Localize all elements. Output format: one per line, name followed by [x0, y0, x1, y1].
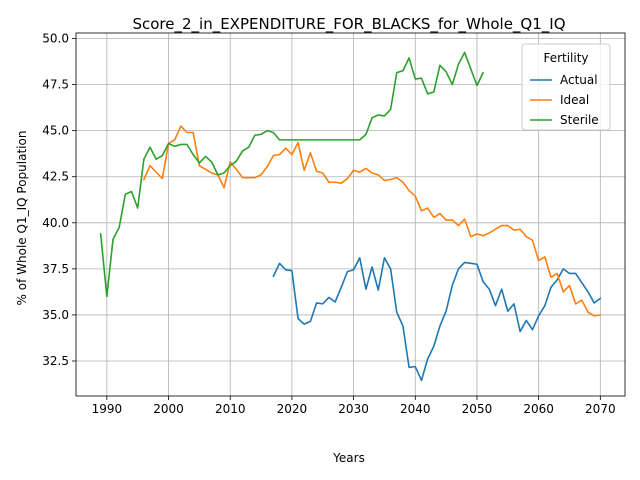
x-tick-label: 2050 [462, 402, 493, 416]
y-tick-label: 37.5 [42, 262, 69, 276]
y-tick-label: 47.5 [42, 78, 69, 92]
x-tick-label: 2020 [277, 402, 308, 416]
x-tick-label: 2010 [215, 402, 246, 416]
y-tick-label: 40.0 [42, 216, 69, 230]
y-tick-label: 35.0 [42, 308, 69, 322]
x-axis-label: Years [332, 451, 365, 465]
x-tick-label: 2000 [153, 402, 184, 416]
y-tick-label: 32.5 [42, 354, 69, 368]
chart-title: Score_2_in_EXPENDITURE_FOR_BLACKS_for_Wh… [132, 15, 565, 34]
legend-label-sterile: Sterile [560, 113, 599, 127]
legend: Fertility Actual Ideal Sterile [522, 44, 610, 130]
x-tick-label: 2030 [338, 402, 369, 416]
legend-label-actual: Actual [560, 73, 598, 87]
x-tick-label: 1990 [92, 402, 123, 416]
x-tick-label: 2040 [400, 402, 431, 416]
y-tick-label: 42.5 [42, 170, 69, 184]
y-tick-label: 50.0 [42, 32, 69, 46]
y-axis-label: % of Whole Q1_IQ Population [15, 131, 29, 306]
y-tick-label: 45.0 [42, 124, 69, 138]
legend-title: Fertility [543, 51, 588, 65]
x-tick-label: 2060 [523, 402, 554, 416]
legend-label-ideal: Ideal [560, 93, 589, 107]
x-tick-label: 2070 [585, 402, 616, 416]
